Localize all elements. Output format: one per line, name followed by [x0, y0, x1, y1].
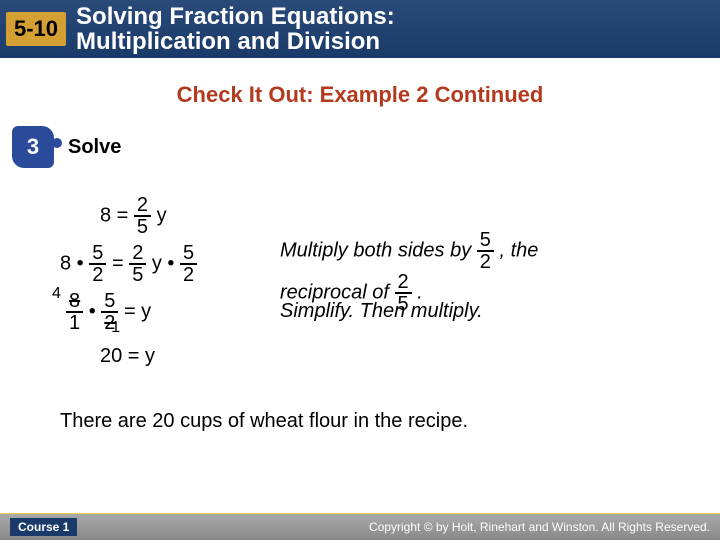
eq2-8: 8 •	[60, 252, 84, 274]
eq3-four: 4	[52, 285, 61, 303]
work-area: 8 = 25 y 8 • 52 = 25 y • 52 4 81 • 52 1 …	[60, 195, 197, 374]
eq2-frac1: 52	[89, 243, 106, 285]
eq3-5n: 5	[101, 291, 118, 313]
eq2-f3n: 5	[180, 243, 197, 265]
eq3-one: 1	[111, 319, 120, 337]
eq2-f1n: 5	[89, 243, 106, 265]
lesson-title: Solving Fraction Equations: Multiplicati…	[76, 4, 395, 54]
equation-4: 20 = y	[100, 345, 197, 368]
ex1-fd: 2	[477, 252, 494, 272]
explain1b: , the	[499, 239, 538, 261]
example-heading: Check It Out: Example 2 Continued	[0, 82, 720, 108]
eq3-8n: 8	[66, 291, 83, 313]
title-line2: Multiplication and Division	[76, 29, 395, 54]
eq4-text: 20 = y	[100, 345, 155, 367]
eq2-f2n: 2	[129, 243, 146, 265]
conclusion: There are 20 cups of wheat flour in the …	[60, 410, 468, 433]
eq1-den: 5	[134, 217, 151, 237]
step-number: 3	[27, 134, 39, 160]
equation-2: 8 • 52 = 25 y • 52	[60, 243, 197, 285]
eq3-rhs: = y	[124, 300, 151, 322]
eq3-cancel2: 52 1	[101, 291, 118, 333]
explain1a: Multiply both sides by	[280, 239, 471, 261]
eq3-dot: •	[89, 300, 102, 322]
equation-3: 4 81 • 52 1 = y	[66, 291, 197, 333]
eq2-f1d: 2	[89, 265, 106, 285]
eq1-frac: 25	[134, 195, 151, 237]
eq1-y: y	[157, 204, 167, 226]
eq1-lhs: 8 =	[100, 204, 128, 226]
explain1-frac: 52	[477, 230, 494, 272]
equation-1: 8 = 25 y	[100, 195, 197, 237]
footer: Course 1 Copyright © by Holt, Rinehart a…	[0, 513, 720, 540]
ex1-rn: 2	[395, 272, 412, 294]
title-line1: Solving Fraction Equations:	[76, 4, 395, 29]
eq2-frac3: 52	[180, 243, 197, 285]
eq1-num: 2	[134, 195, 151, 217]
explain-simplify: Simplify. Then multiply.	[280, 300, 483, 323]
ex1-fn: 5	[477, 230, 494, 252]
eq2-y: y •	[152, 252, 175, 274]
puzzle-icon: 3	[12, 126, 54, 168]
header: 5-10 Solving Fraction Equations: Multipl…	[0, 0, 720, 58]
course-label: Course 1	[10, 518, 77, 536]
lesson-number: 5-10	[6, 12, 66, 46]
eq2-eq: =	[112, 252, 124, 274]
step-row: 3 Solve	[12, 126, 720, 168]
eq2-frac2: 25	[129, 243, 146, 285]
eq3-cancel8: 4 81	[66, 291, 83, 333]
eq2-f2d: 5	[129, 265, 146, 285]
eq2-f3d: 2	[180, 265, 197, 285]
copyright: Copyright © by Holt, Rinehart and Winsto…	[369, 520, 710, 534]
step-label: Solve	[68, 136, 121, 159]
eq3-1d: 1	[66, 313, 83, 333]
